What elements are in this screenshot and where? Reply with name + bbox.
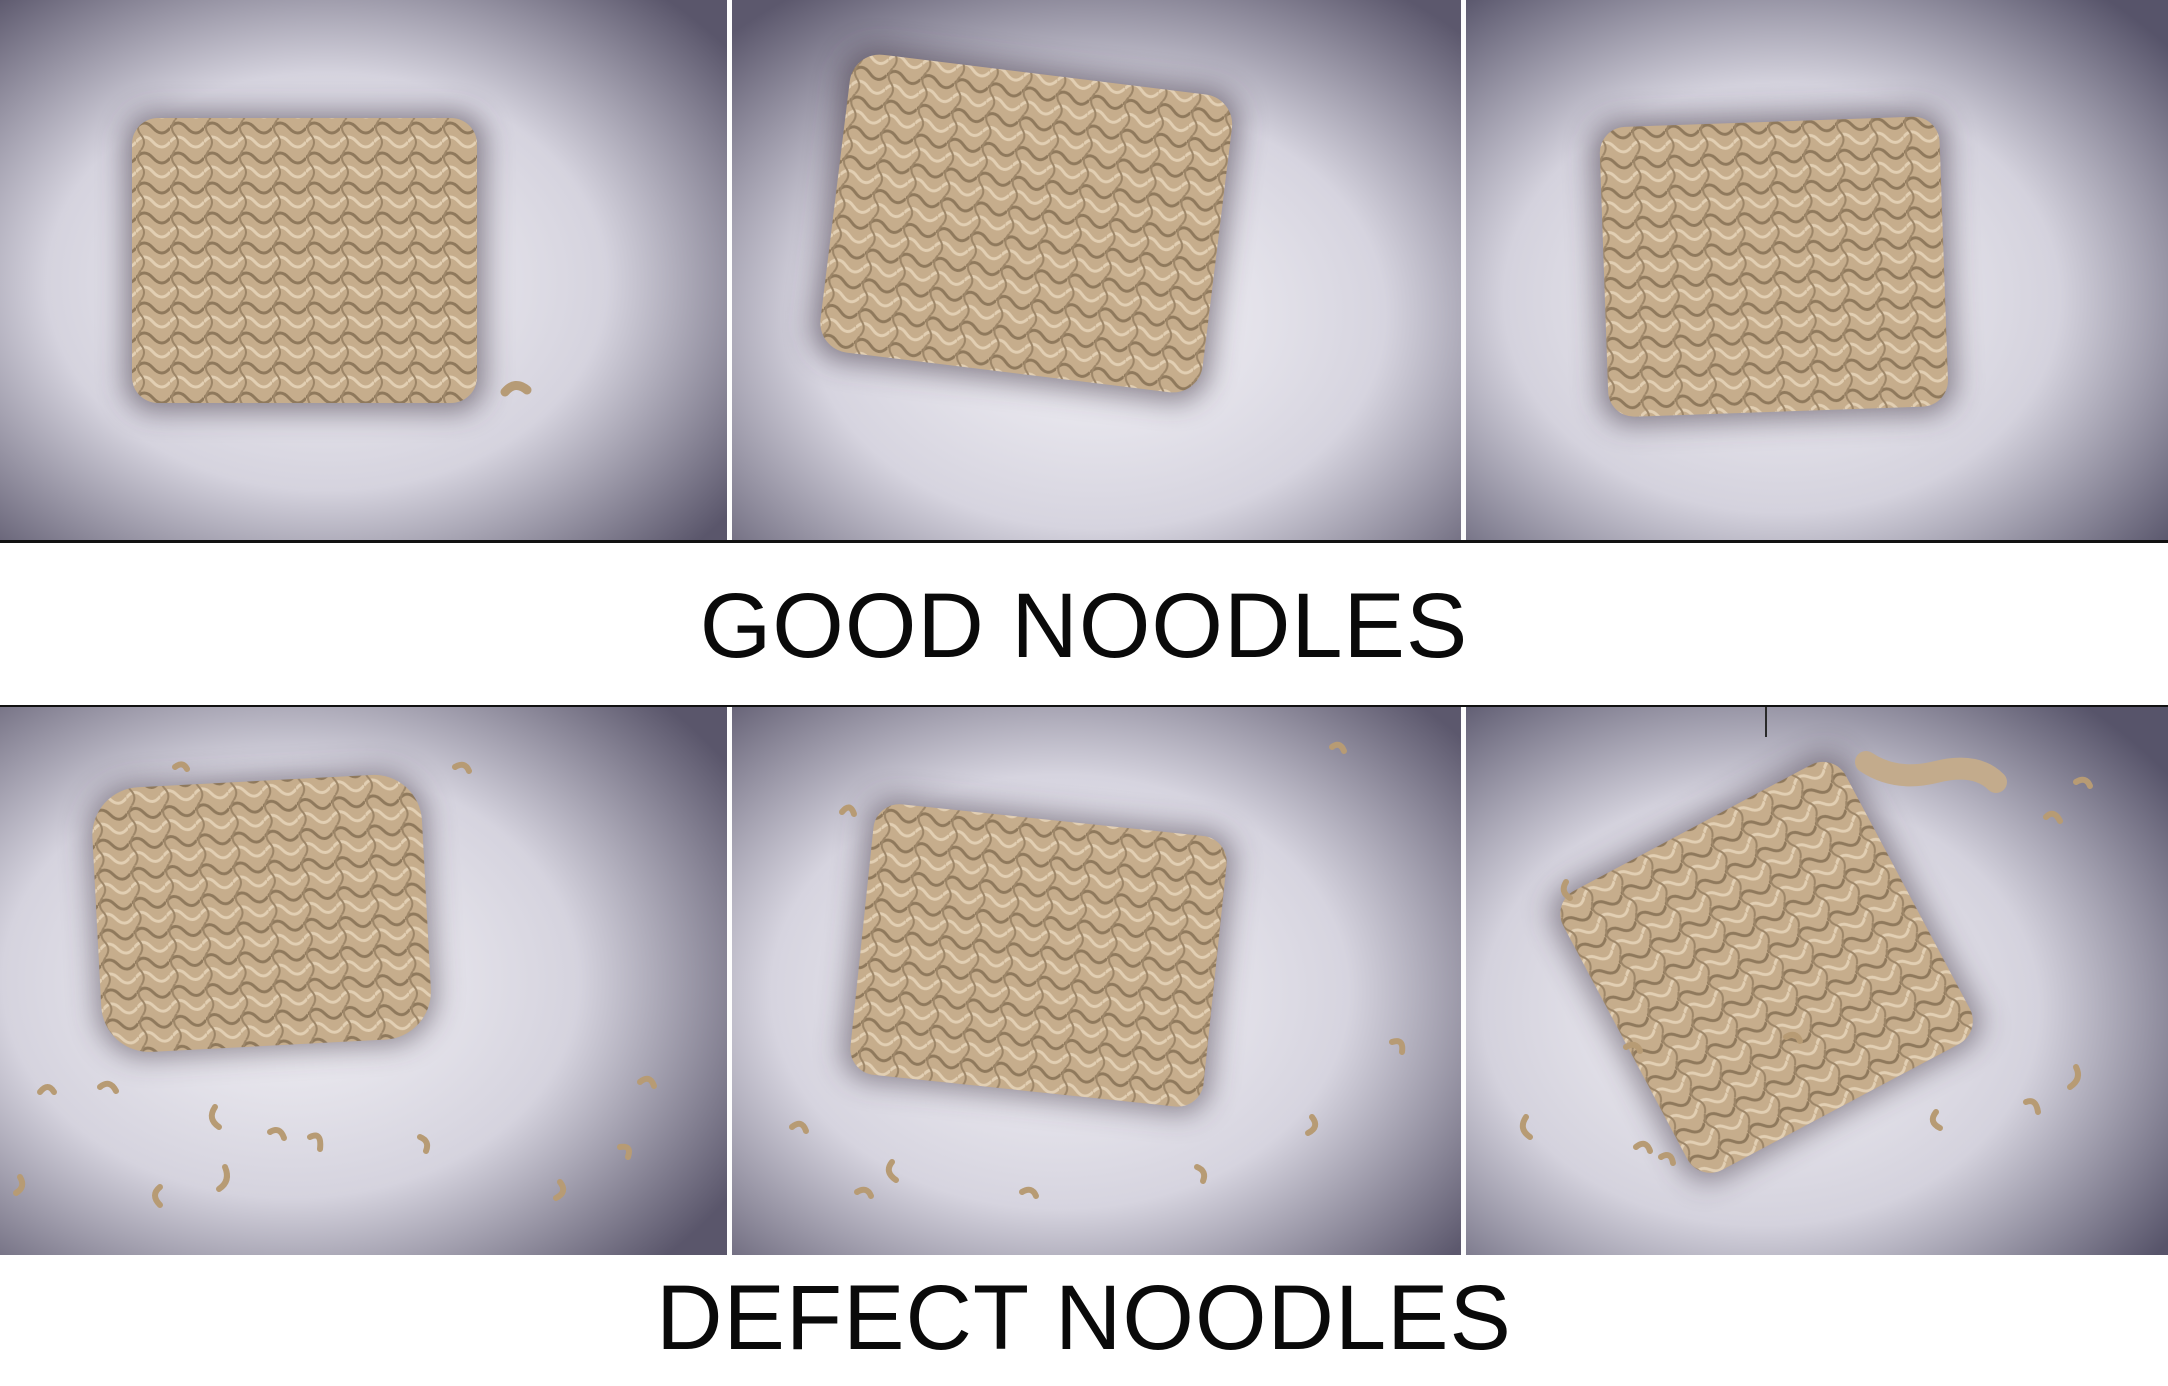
panel-divider <box>727 707 732 1255</box>
good-noodle-photo-2 <box>732 0 1461 542</box>
good-noodles-caption: GOOD NOODLES <box>699 575 1469 677</box>
panel-divider <box>727 0 732 542</box>
good-noodle-photo-1 <box>0 0 727 542</box>
row-border <box>0 540 2168 543</box>
panel-divider <box>1461 707 1466 1255</box>
defect-noodle-photo-1 <box>0 707 727 1255</box>
defect-noodle-photo-2 <box>732 707 1461 1255</box>
defect-noodles-caption: DEFECT NOODLES <box>656 1267 1512 1369</box>
panel-divider <box>1461 0 1466 542</box>
good-noodle-photo-3 <box>1466 0 2168 542</box>
good-noodles-row <box>0 0 2168 542</box>
defect-noodles-row <box>0 705 2168 1255</box>
defect-noodle-photo-3 <box>1466 707 2168 1255</box>
